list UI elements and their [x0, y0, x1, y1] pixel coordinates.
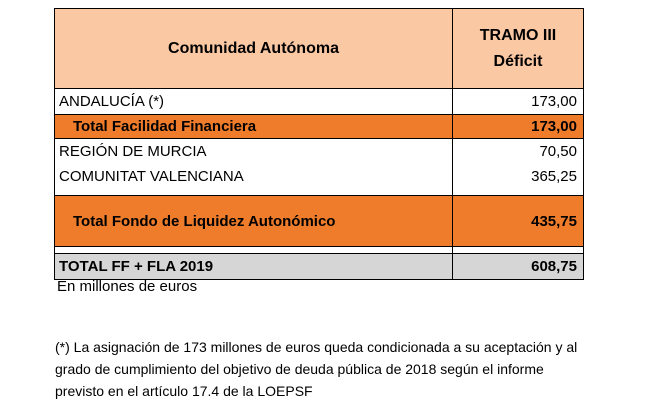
row-label: TOTAL FF + FLA 2019 — [55, 254, 453, 279]
row-spacer — [55, 189, 583, 195]
header-tramo: TRAMO III Déficit — [453, 9, 583, 88]
header-comunidad: Comunidad Autónoma — [55, 9, 453, 88]
header-tramo-line2: Déficit — [493, 52, 543, 70]
units-note: En millones de euros — [57, 278, 198, 295]
footnote: (*) La asignación de 173 millones de eur… — [55, 339, 578, 399]
row-label: Total Facilidad Financiera — [55, 115, 453, 138]
table-row-murcia: REGIÓN DE MURCIA 70,50 — [55, 139, 583, 164]
row-value: 608,75 — [531, 258, 577, 275]
grand-total-row: TOTAL FF + FLA 2019 608,75 — [55, 253, 583, 279]
row-label: COMUNITAT VALENCIANA — [55, 164, 453, 189]
table-header: Comunidad Autónoma TRAMO III Déficit — [55, 9, 583, 89]
row-spacer — [55, 247, 583, 253]
row-value: 173,00 — [531, 118, 577, 135]
deficit-table: Comunidad Autónoma TRAMO III Déficit AND… — [54, 8, 584, 280]
subtotal-row-facilidad-financiera: Total Facilidad Financiera 173,00 — [55, 114, 583, 139]
row-label: REGIÓN DE MURCIA — [55, 139, 453, 164]
row-value: 365,25 — [531, 168, 577, 185]
row-value: 70,50 — [539, 143, 577, 160]
header-tramo-line1: TRAMO III — [479, 26, 557, 44]
row-value: 173,00 — [531, 93, 577, 110]
table-row-valenciana: COMUNITAT VALENCIANA 365,25 — [55, 164, 583, 189]
subtotal-row-fondo-liquidez: Total Fondo de Liquidez Autonómico 435,7… — [55, 195, 583, 247]
row-value: 435,75 — [531, 212, 577, 230]
table-row-andalucia: ANDALUCÍA (*) 173,00 — [55, 89, 583, 114]
row-label: Total Fondo de Liquidez Autonómico — [55, 196, 453, 246]
row-label: ANDALUCÍA (*) — [55, 89, 453, 114]
